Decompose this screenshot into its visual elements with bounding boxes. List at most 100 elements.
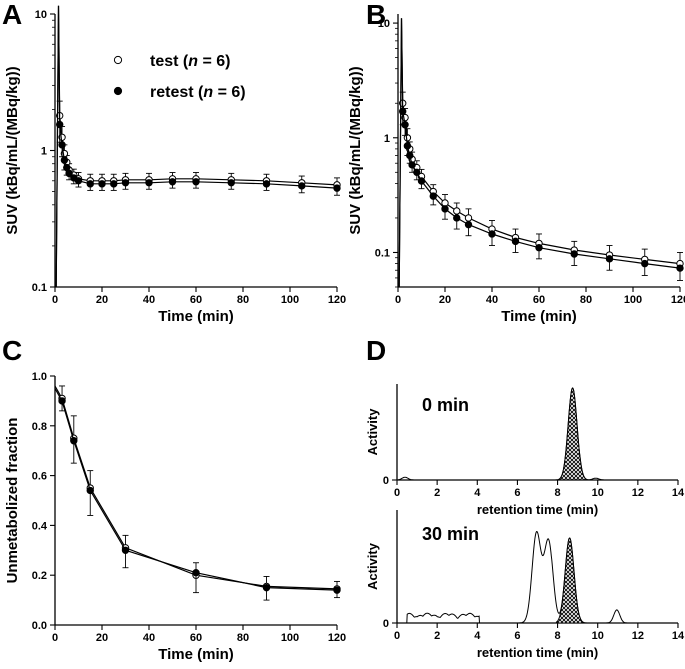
data-point-retest bbox=[333, 586, 341, 594]
data-point-retest bbox=[65, 169, 73, 178]
data-point-retest bbox=[605, 255, 614, 263]
chromatogram-trace bbox=[398, 530, 677, 624]
data-point-retest bbox=[262, 583, 271, 592]
panel-letter-d: D bbox=[366, 335, 386, 366]
y-tick-label: 0.6 bbox=[32, 471, 47, 483]
data-point-retest bbox=[227, 179, 235, 187]
x-tick-label: 40 bbox=[143, 294, 155, 306]
y-tick-label: 1 bbox=[384, 133, 390, 145]
data-point-retest bbox=[429, 192, 437, 200]
x-tick-label: 4 bbox=[474, 487, 481, 499]
x-tick-label: 0 bbox=[394, 630, 400, 642]
series-line-test bbox=[54, 385, 338, 590]
x-tick-label: 80 bbox=[580, 294, 592, 306]
series-line-retest bbox=[55, 5, 338, 288]
chromatogram-trace bbox=[398, 387, 677, 481]
data-point-retest bbox=[168, 178, 177, 186]
x-tick-label: 0 bbox=[395, 294, 401, 306]
chart-panel-a: 0 20 40 60 80 100 120 0.1 1 10 Time (min) SUV (kBq/… bbox=[4, 5, 346, 325]
data-point-retest bbox=[98, 180, 106, 188]
x-tick-label: 120 bbox=[671, 294, 685, 306]
x-tick-label: 100 bbox=[281, 632, 299, 644]
x-tick-label: 10 bbox=[592, 630, 604, 642]
x-tick-label: 8 bbox=[555, 630, 561, 642]
data-point-retest bbox=[406, 151, 414, 160]
x-tick-label: 6 bbox=[514, 630, 520, 642]
legend-marker-retest bbox=[113, 86, 123, 96]
x-axis-title: Time (min) bbox=[158, 308, 234, 325]
y-tick-label: 0.2 bbox=[32, 570, 47, 582]
y-axis-title: Activity bbox=[365, 542, 380, 590]
parent-peak-shaded bbox=[558, 387, 587, 481]
x-tick-label: 80 bbox=[237, 294, 249, 306]
x-axis-title: Time (min) bbox=[501, 308, 577, 325]
y-axis-title: Unmetabolized fraction bbox=[4, 418, 21, 584]
data-point-retest bbox=[408, 161, 416, 169]
x-tick-label: 14 bbox=[672, 630, 685, 642]
data-point-retest bbox=[70, 437, 78, 445]
y-tick-label: 0.1 bbox=[32, 282, 47, 294]
y-tick-label: 0.8 bbox=[32, 421, 47, 433]
data-point-retest bbox=[56, 120, 64, 129]
data-point-test bbox=[453, 207, 461, 215]
y-tick-label: 0 bbox=[383, 475, 389, 487]
y-tick-label: 10 bbox=[378, 18, 390, 30]
data-point-retest bbox=[464, 220, 473, 229]
data-point-retest bbox=[488, 230, 496, 238]
data-point-retest bbox=[192, 178, 200, 186]
panel-letter-c: C bbox=[2, 335, 22, 366]
x-tick-label: 8 bbox=[555, 487, 561, 499]
y-axis-title: SUV (kBq/mL/(MBq/kg)) bbox=[347, 66, 364, 234]
x-axis-title: Time (min) bbox=[158, 646, 234, 663]
data-point-retest bbox=[401, 121, 409, 129]
y-tick-label: 1.0 bbox=[32, 371, 47, 383]
data-point-retest bbox=[121, 179, 130, 187]
y-tick-label: 1 bbox=[41, 146, 47, 158]
x-tick-label: 20 bbox=[439, 294, 451, 306]
data-point-retest bbox=[333, 184, 341, 192]
x-tick-label: 2 bbox=[434, 630, 440, 642]
x-tick-label: 0 bbox=[52, 294, 58, 306]
x-axis-title: retention time (min) bbox=[477, 502, 598, 517]
y-tick-label: 0 bbox=[383, 618, 389, 630]
x-tick-label: 14 bbox=[672, 487, 685, 499]
x-tick-label: 100 bbox=[624, 294, 642, 306]
x-tick-label: 12 bbox=[632, 630, 644, 642]
x-tick-label: 20 bbox=[96, 632, 108, 644]
x-tick-label: 60 bbox=[190, 294, 202, 306]
x-tick-label: 0 bbox=[394, 487, 400, 499]
x-axis-title: retention time (min) bbox=[477, 645, 598, 660]
data-point-retest bbox=[145, 179, 153, 187]
data-point-retest bbox=[58, 141, 66, 149]
y-tick-label: 10 bbox=[35, 9, 47, 21]
y-tick-label: 0.0 bbox=[32, 620, 47, 632]
data-point-retest bbox=[403, 142, 412, 150]
data-point-retest bbox=[86, 486, 94, 495]
data-point-retest bbox=[441, 205, 449, 213]
legend: test (n = 6) retest (n = 6) bbox=[113, 53, 246, 101]
data-point-retest bbox=[58, 397, 66, 405]
data-point-retest bbox=[641, 259, 649, 268]
data-point-retest bbox=[535, 244, 543, 252]
legend-label-test: test (n = 6) bbox=[150, 53, 230, 70]
data-point-retest bbox=[399, 107, 407, 116]
data-point-retest bbox=[511, 237, 520, 246]
panel-letter-b: B bbox=[366, 0, 386, 30]
data-point-retest bbox=[298, 182, 306, 190]
x-tick-label: 80 bbox=[237, 632, 249, 644]
data-point-test bbox=[464, 214, 473, 222]
data-point-retest bbox=[676, 264, 684, 272]
x-tick-label: 0 bbox=[52, 632, 58, 644]
x-tick-label: 10 bbox=[592, 487, 604, 499]
x-tick-label: 2 bbox=[434, 487, 440, 499]
y-axis-title: SUV (kBq/mL/(MBq/kg)) bbox=[4, 66, 21, 234]
data-point-retest bbox=[262, 180, 271, 188]
x-tick-label: 120 bbox=[328, 632, 346, 644]
x-tick-label: 12 bbox=[632, 487, 644, 499]
x-tick-label: 6 bbox=[514, 487, 520, 499]
series-line-test bbox=[55, 5, 338, 288]
x-tick-label: 60 bbox=[190, 632, 202, 644]
y-tick-label: 0.1 bbox=[375, 247, 390, 259]
x-tick-label: 120 bbox=[328, 294, 346, 306]
